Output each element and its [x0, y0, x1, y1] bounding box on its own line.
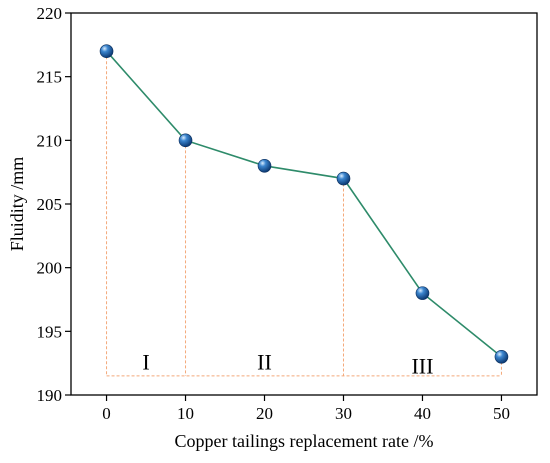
y-tick-label: 220	[37, 4, 63, 23]
x-axis: 0 10 20 30 40 50	[102, 395, 510, 423]
y-tick-label: 205	[37, 195, 63, 214]
region-labels: I II III	[142, 350, 433, 379]
y-axis-title: Fluidity /mm	[7, 157, 27, 252]
y-axis: 190 195 200 205 210 215 220	[37, 4, 71, 405]
data-point	[415, 286, 430, 300]
y-tick-label: 195	[37, 322, 63, 341]
region-label: II	[257, 350, 272, 375]
series-fluidity	[99, 44, 509, 364]
y-tick-label: 215	[37, 68, 63, 87]
x-tick-label: 30	[335, 404, 352, 423]
guide-lines	[106, 51, 502, 377]
x-tick-label: 0	[102, 404, 111, 423]
x-tick-label: 10	[177, 404, 194, 423]
data-point	[178, 133, 193, 148]
data-point	[257, 159, 272, 173]
series-line	[105, 50, 502, 358]
data-point	[336, 171, 351, 186]
plot-frame	[70, 12, 538, 396]
x-tick-label: 20	[256, 404, 273, 423]
region-label: III	[411, 353, 433, 378]
y-tick-label: 210	[37, 131, 63, 150]
y-tick-label: 200	[37, 259, 63, 278]
region-label: I	[142, 350, 149, 375]
x-tick-label: 40	[414, 404, 431, 423]
data-point	[494, 349, 509, 364]
x-tick-label: 50	[493, 404, 510, 423]
y-tick-label: 190	[37, 386, 63, 405]
x-axis-title: Copper tailings replacement rate /%	[175, 431, 434, 451]
data-point	[99, 44, 114, 59]
